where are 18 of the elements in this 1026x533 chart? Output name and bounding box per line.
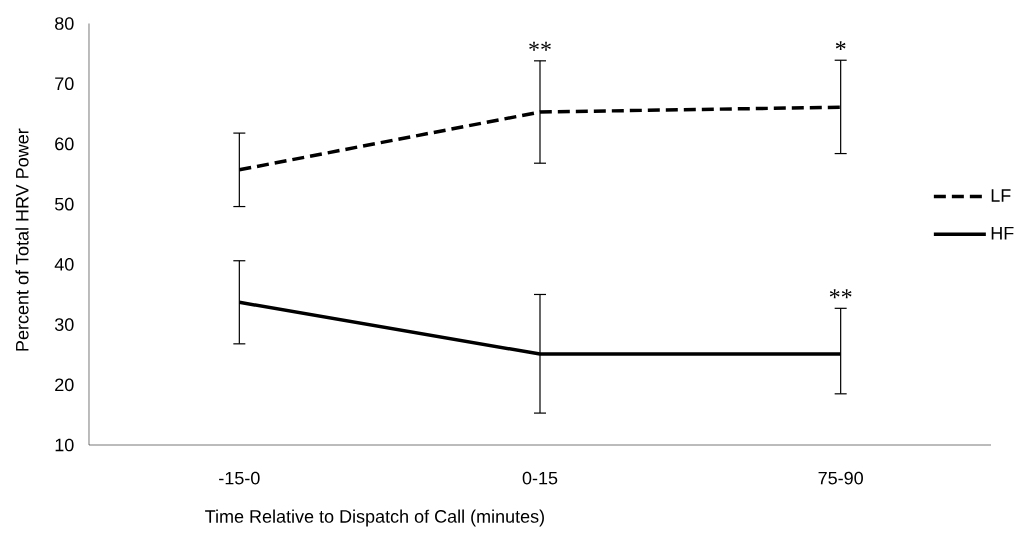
y-tick-label: 80 [55, 17, 74, 30]
annotation: ** [529, 41, 551, 51]
y-tick-label: 10 [55, 438, 74, 452]
y-tick-label: 30 [54, 318, 74, 331]
x-tick-label: 75-90 [818, 471, 863, 485]
y-tick-label: 50 [54, 197, 74, 211]
legend-label: LF [991, 189, 1011, 202]
y-tick-label: 40 [54, 257, 74, 271]
legend-label: HF [991, 227, 1014, 240]
annotation: * [835, 41, 846, 51]
y-tick-label: 20 [55, 378, 74, 392]
annotation: ** [829, 289, 852, 299]
y-tick-label: 60 [55, 137, 74, 151]
y-tick-label: 70 [55, 77, 74, 91]
x-axis-title: Time Relative to Dispatch of Call (minutes) [205, 509, 544, 527]
x-tick-label: 0-15 [522, 471, 558, 485]
x-tick-label: -15-0 [219, 471, 260, 485]
y-axis-title: Percent of Total HRV Power [15, 128, 29, 351]
